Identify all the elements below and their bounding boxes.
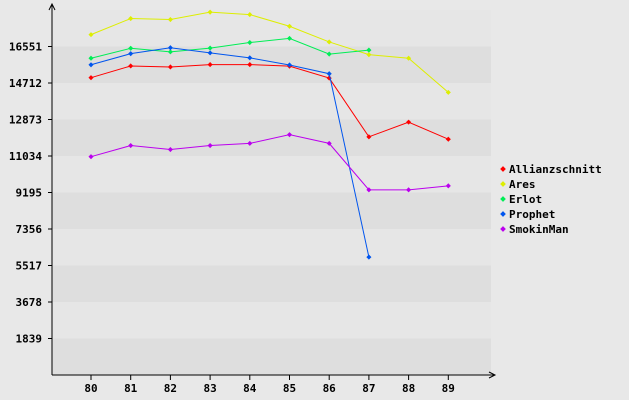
grid-band [52, 156, 491, 193]
y-tick-label: 7356 [16, 223, 43, 236]
grid-band [52, 265, 491, 302]
data-point [326, 51, 332, 57]
series-smokinman [88, 132, 451, 193]
series-line [90, 47, 370, 258]
y-tick-label: 12873 [9, 114, 42, 127]
y-tick-label: 11034 [9, 150, 42, 163]
x-tick-label: 88 [402, 382, 415, 395]
x-tick-label: 83 [203, 382, 216, 395]
x-tick-label: 84 [243, 382, 257, 395]
y-tick-label: 14712 [9, 77, 42, 90]
y-axis-arrow [48, 2, 56, 11]
data-point [88, 32, 94, 38]
data-point [366, 187, 372, 193]
data-point [247, 140, 253, 146]
grid-bands [52, 10, 491, 375]
x-tick-label: 81 [124, 382, 138, 395]
y-tick-label: 5517 [16, 260, 43, 273]
data-point [207, 62, 213, 68]
series-group [88, 9, 451, 260]
legend-swatch [500, 196, 506, 202]
y-tick-label: 1839 [16, 333, 43, 346]
data-point [406, 55, 412, 61]
data-point [128, 63, 134, 69]
data-point [167, 45, 173, 51]
axes [48, 2, 497, 379]
series-line [90, 134, 449, 191]
data-point [88, 62, 94, 68]
data-point [128, 143, 134, 149]
legend-label: Erlot [509, 193, 542, 206]
legend-label: Ares [509, 178, 536, 191]
grid-band [52, 46, 491, 83]
data-point [207, 143, 213, 149]
legend-swatch [500, 181, 506, 187]
legend-label: SmokinMan [509, 223, 569, 236]
x-axis-ticks: 80 81 82 83 84 85 86 87 88 89 [84, 375, 455, 395]
legend-swatch [500, 226, 506, 232]
data-point [167, 49, 173, 55]
series-line [90, 37, 369, 59]
grid-band [52, 119, 491, 156]
x-tick-label: 80 [84, 382, 97, 395]
grid-band [52, 338, 491, 375]
series-line [90, 64, 449, 140]
legend-swatch [500, 166, 506, 172]
legend-label: Prophet [509, 208, 555, 221]
grid-band [52, 83, 491, 120]
data-point [247, 62, 253, 68]
data-point [445, 183, 451, 189]
y-tick-label: 9195 [16, 187, 43, 200]
data-point [286, 132, 293, 138]
y-tick-label: 16551 [9, 41, 42, 54]
data-point [88, 55, 94, 61]
data-point [167, 16, 173, 23]
data-point [167, 146, 173, 153]
grid-band [52, 302, 491, 339]
grid-band [52, 229, 491, 266]
x-tick-label: 86 [323, 382, 337, 395]
grid-band [52, 10, 491, 47]
y-axis-ticks: 1839 3678 5517 7356 9195 11034 12873 14712 16551 [9, 41, 52, 346]
data-point [88, 154, 94, 160]
series-line [90, 11, 449, 93]
data-point [406, 119, 412, 125]
x-axis-arrow [488, 371, 497, 379]
data-point [445, 136, 451, 142]
series-allianzschnitt [88, 62, 451, 142]
legend-label: Allianzschnitt [509, 163, 602, 176]
y-tick-label: 3678 [16, 296, 43, 309]
grid-band [52, 192, 491, 229]
x-tick-label: 85 [283, 382, 296, 395]
data-point [366, 134, 372, 140]
legend-swatch [500, 211, 506, 217]
x-tick-label: 87 [362, 382, 375, 395]
x-tick-label: 89 [442, 382, 455, 395]
data-point [167, 64, 173, 70]
legend: Allianzschnitt Ares Erlot Prophet SmokinMan [500, 163, 602, 236]
x-tick-label: 82 [164, 382, 177, 395]
